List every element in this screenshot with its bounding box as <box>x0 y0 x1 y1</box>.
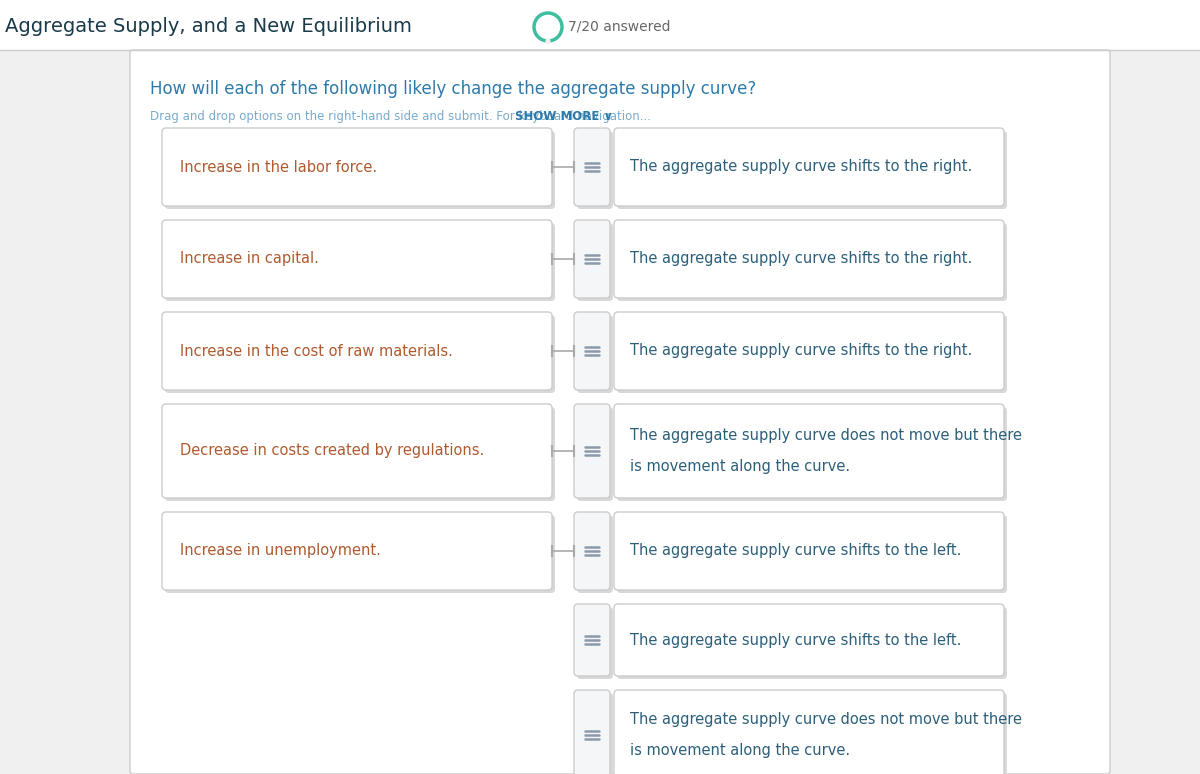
Text: Increase in unemployment.: Increase in unemployment. <box>180 543 380 559</box>
Text: The aggregate supply curve does not move but there: The aggregate supply curve does not move… <box>630 712 1022 727</box>
FancyBboxPatch shape <box>577 315 613 393</box>
FancyBboxPatch shape <box>614 512 1004 590</box>
FancyBboxPatch shape <box>574 128 610 206</box>
Text: Drag and drop options on the right-hand side and submit. For keyboard navigation: Drag and drop options on the right-hand … <box>150 110 650 123</box>
FancyBboxPatch shape <box>166 131 554 209</box>
FancyBboxPatch shape <box>0 0 1200 50</box>
Text: The aggregate supply curve shifts to the left.: The aggregate supply curve shifts to the… <box>630 632 961 648</box>
FancyBboxPatch shape <box>617 407 1007 501</box>
FancyBboxPatch shape <box>617 693 1007 774</box>
FancyBboxPatch shape <box>166 315 554 393</box>
FancyBboxPatch shape <box>574 312 610 390</box>
FancyBboxPatch shape <box>577 131 613 209</box>
FancyBboxPatch shape <box>617 131 1007 209</box>
FancyBboxPatch shape <box>614 128 1004 206</box>
FancyBboxPatch shape <box>617 607 1007 679</box>
FancyBboxPatch shape <box>166 515 554 593</box>
FancyBboxPatch shape <box>577 607 613 679</box>
FancyBboxPatch shape <box>162 220 552 298</box>
FancyBboxPatch shape <box>162 312 552 390</box>
Text: The aggregate supply curve shifts to the right.: The aggregate supply curve shifts to the… <box>630 344 972 358</box>
Text: SHOW MORE ∨: SHOW MORE ∨ <box>515 110 613 123</box>
Text: The aggregate supply curve shifts to the right.: The aggregate supply curve shifts to the… <box>630 252 972 266</box>
FancyBboxPatch shape <box>577 693 613 774</box>
FancyBboxPatch shape <box>577 407 613 501</box>
FancyBboxPatch shape <box>617 315 1007 393</box>
FancyBboxPatch shape <box>617 515 1007 593</box>
FancyBboxPatch shape <box>614 312 1004 390</box>
FancyBboxPatch shape <box>617 223 1007 301</box>
Text: The aggregate supply curve shifts to the left.: The aggregate supply curve shifts to the… <box>630 543 961 559</box>
FancyBboxPatch shape <box>577 515 613 593</box>
FancyBboxPatch shape <box>614 404 1004 498</box>
FancyBboxPatch shape <box>166 223 554 301</box>
FancyBboxPatch shape <box>130 50 1110 774</box>
Text: Increase in the cost of raw materials.: Increase in the cost of raw materials. <box>180 344 452 358</box>
Text: 7/20 answered: 7/20 answered <box>568 20 671 34</box>
Text: is movement along the curve.: is movement along the curve. <box>630 459 850 474</box>
Text: The aggregate supply curve shifts to the right.: The aggregate supply curve shifts to the… <box>630 159 972 174</box>
Text: Increase in capital.: Increase in capital. <box>180 252 319 266</box>
Text: The aggregate supply curve does not move but there: The aggregate supply curve does not move… <box>630 428 1022 443</box>
FancyBboxPatch shape <box>162 404 552 498</box>
FancyBboxPatch shape <box>162 128 552 206</box>
FancyBboxPatch shape <box>574 220 610 298</box>
FancyBboxPatch shape <box>574 512 610 590</box>
FancyBboxPatch shape <box>577 223 613 301</box>
Text: How will each of the following likely change the aggregate supply curve?: How will each of the following likely ch… <box>150 80 756 98</box>
FancyBboxPatch shape <box>574 690 610 774</box>
Text: Decrease in costs created by regulations.: Decrease in costs created by regulations… <box>180 444 485 458</box>
Text: Increase in the labor force.: Increase in the labor force. <box>180 159 377 174</box>
FancyBboxPatch shape <box>574 404 610 498</box>
FancyBboxPatch shape <box>614 690 1004 774</box>
FancyBboxPatch shape <box>614 604 1004 676</box>
Text: Aggregate Supply, and a New Equilibrium: Aggregate Supply, and a New Equilibrium <box>5 18 412 36</box>
FancyBboxPatch shape <box>614 220 1004 298</box>
Text: is movement along the curve.: is movement along the curve. <box>630 743 850 758</box>
FancyBboxPatch shape <box>162 512 552 590</box>
FancyBboxPatch shape <box>574 604 610 676</box>
FancyBboxPatch shape <box>166 407 554 501</box>
